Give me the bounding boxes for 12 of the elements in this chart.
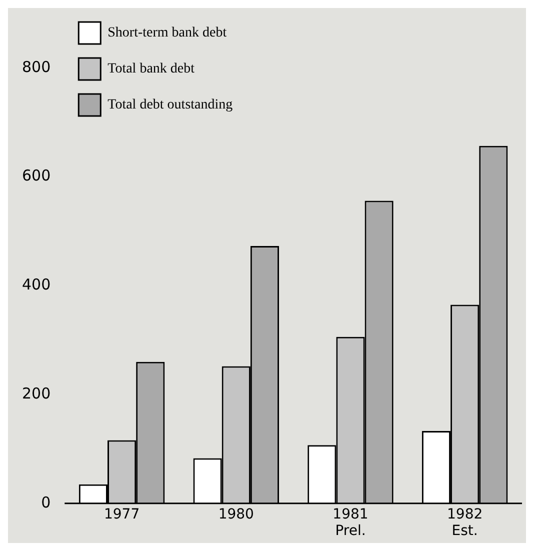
y-tick-label: 200	[22, 384, 51, 402]
y-tick-label: 0	[41, 493, 51, 512]
y-tick-label: 600	[22, 166, 51, 185]
y-tick-label: 400	[22, 276, 51, 294]
y-tick-label: 800	[22, 58, 51, 76]
legend-label: Total bank debt	[108, 62, 195, 77]
legend-label: Total debt outstanding	[108, 98, 233, 113]
legend-label: Short-term bank debt	[108, 26, 227, 41]
x-tick-label: 1981 Prel.	[332, 506, 368, 540]
x-tick-label: 1977	[104, 506, 140, 522]
x-tick-label: 1980	[218, 506, 254, 522]
x-tick-label: 1982 Est.	[447, 506, 483, 540]
